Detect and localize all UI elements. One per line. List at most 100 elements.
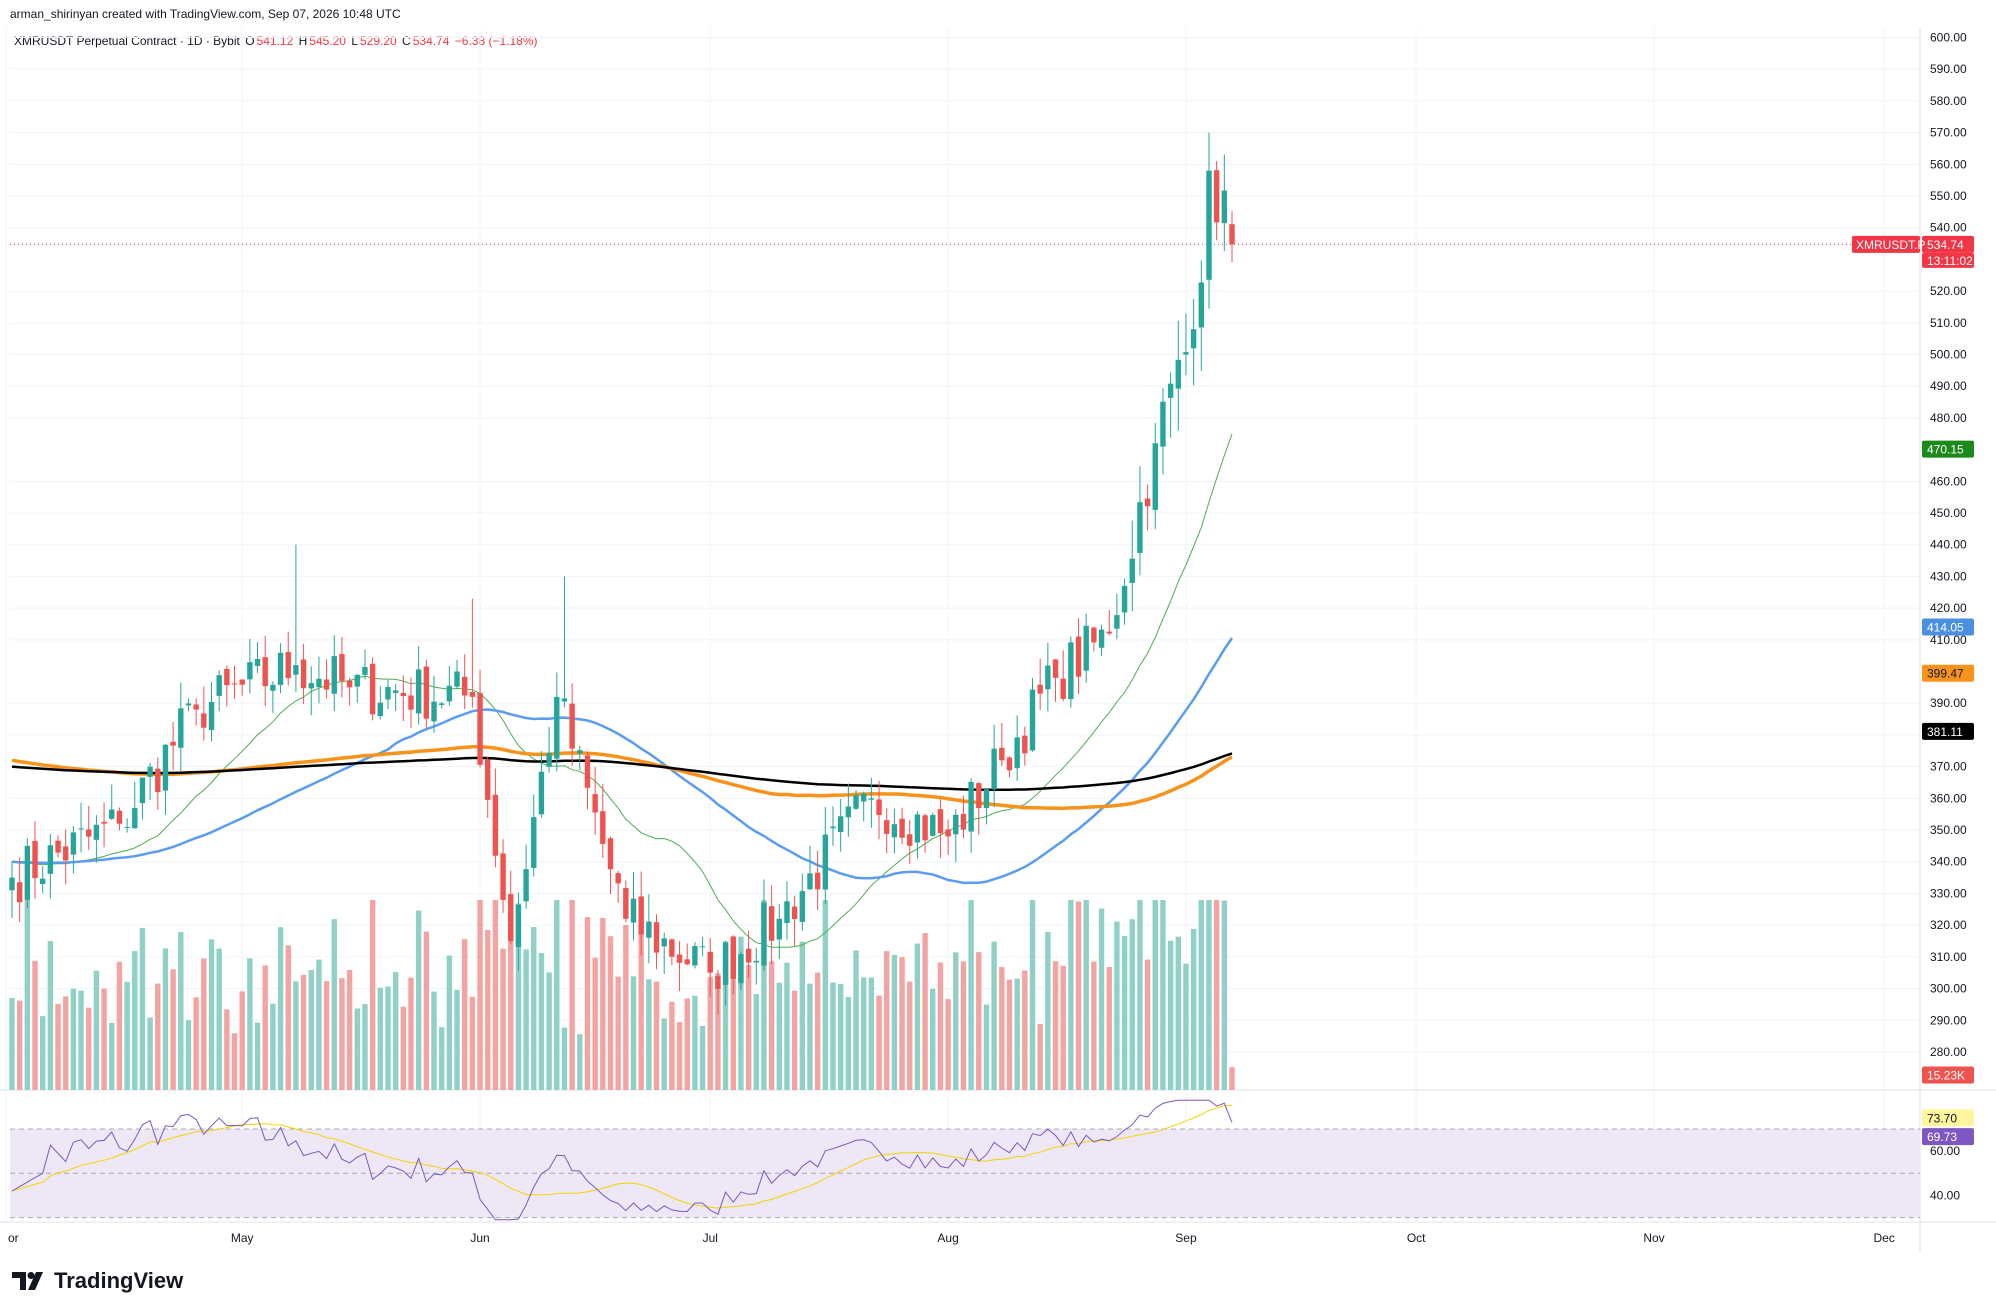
candle-body (868, 798, 875, 800)
volume-bar (178, 932, 184, 1090)
volume-bar (722, 941, 729, 1090)
candle-body (968, 781, 974, 832)
candle-body (362, 667, 368, 675)
volume-bar (646, 979, 652, 1090)
candle-body (699, 946, 706, 948)
volume-bar (423, 931, 430, 1090)
candle-body (1083, 625, 1089, 671)
volume-bar (853, 950, 859, 1090)
candle-body (477, 692, 483, 765)
volume-bar (1129, 919, 1135, 1090)
volume-bar (684, 998, 690, 1090)
volume-bar (247, 958, 253, 1090)
volume-bar (39, 1016, 46, 1090)
volume-bar (216, 948, 222, 1090)
volume-bar (1068, 900, 1074, 1090)
volume-bar (55, 1003, 61, 1090)
candle-body (891, 824, 898, 838)
candle-body (561, 698, 568, 702)
volume-bar (201, 958, 207, 1090)
volume-bar (24, 900, 31, 1090)
candle-body (515, 904, 522, 948)
candle-body (346, 680, 353, 688)
candle-body (492, 794, 499, 856)
candle-body (1137, 502, 1143, 553)
candle-body (462, 676, 468, 696)
candle-body (538, 771, 545, 815)
volume-bar (162, 948, 169, 1090)
volume-bar (914, 943, 921, 1090)
price-axis-label: 390.00 (1930, 696, 1967, 710)
volume-bar (239, 991, 245, 1090)
price-axis-label: 330.00 (1930, 886, 1967, 900)
candle-body (139, 777, 146, 804)
volume-bar (860, 977, 867, 1090)
price-axis-label: 420.00 (1930, 601, 1967, 615)
candle-body (960, 813, 967, 830)
volume-bar (193, 997, 199, 1090)
candle-body (776, 918, 782, 940)
candle-body (554, 696, 560, 759)
sma50-value: 414.05 (1927, 620, 1964, 634)
volume-bar (1029, 900, 1036, 1090)
volume-bar (101, 988, 107, 1090)
price-axis-label: 550.00 (1930, 189, 1967, 203)
time-axis-label-aug: Aug (937, 1231, 958, 1245)
candle-body (707, 951, 713, 973)
volume-bar (1037, 1024, 1043, 1090)
candle-body (262, 657, 268, 687)
rsi-ma-line (11, 1104, 1233, 1209)
volume-bar (9, 998, 15, 1090)
price-axis-label: 340.00 (1930, 855, 1967, 869)
price-axis-label: 320.00 (1930, 918, 1967, 932)
candle-body (1213, 170, 1220, 223)
volume-bar (63, 996, 69, 1090)
sma50-line (11, 637, 1234, 885)
volume-bar (653, 981, 660, 1090)
tradingview-logo[interactable]: TradingView (12, 1268, 183, 1294)
candle-body (423, 666, 430, 719)
candle-body (1221, 190, 1228, 224)
candle-body (86, 829, 92, 837)
price-axis-label: 300.00 (1930, 982, 1967, 996)
volume-bar (884, 951, 890, 1090)
time-axis-label-oct: Oct (1407, 1231, 1426, 1245)
volume-bar (922, 933, 928, 1090)
price-axis-label: 560.00 (1930, 157, 1967, 171)
candle-body (1144, 498, 1151, 507)
sma100-tag (1922, 664, 1974, 682)
volume-bar (1075, 901, 1082, 1090)
candle-body (193, 704, 199, 710)
volume-bar (1091, 961, 1097, 1090)
candle-body (392, 690, 399, 693)
candle-body (715, 976, 721, 989)
candle-body (254, 658, 261, 666)
volume-bar (845, 997, 852, 1090)
candle-body (162, 744, 169, 791)
volume-bar (47, 941, 54, 1090)
volume-bar (139, 928, 146, 1090)
candle-body (270, 684, 276, 691)
candle-body (922, 815, 928, 841)
candle-body (991, 748, 997, 790)
candle-body (231, 683, 238, 685)
sma100-line (11, 744, 1233, 811)
rsi-ma-tag (1922, 1109, 1974, 1127)
volume-bar (323, 981, 330, 1090)
candle-body (1114, 615, 1120, 629)
time-axis-label-jun: Jun (470, 1231, 489, 1245)
candle-body (1152, 443, 1158, 510)
candle-body (9, 877, 15, 891)
candle-body (116, 810, 123, 824)
candle-body (523, 869, 529, 902)
candle-body (438, 703, 445, 705)
volume-bar (699, 1025, 706, 1090)
price-axis-label: 430.00 (1930, 569, 1967, 583)
time-axis-label-dec: Dec (1874, 1231, 1895, 1245)
candle-body (239, 679, 245, 685)
candle-body (101, 821, 107, 824)
price-axis-label: 450.00 (1930, 506, 1967, 520)
volume-bar (753, 994, 759, 1090)
volume-bar (331, 919, 337, 1090)
